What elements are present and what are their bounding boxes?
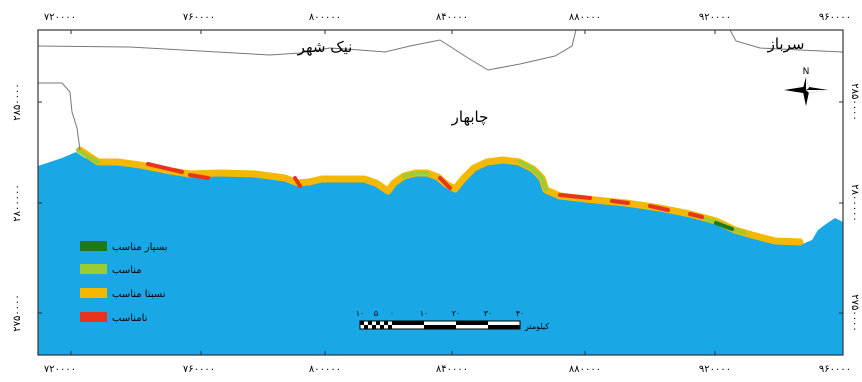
zone-unsuitable xyxy=(558,193,592,200)
x-tick-label: ۹۲۰۰۰۰ xyxy=(699,12,731,23)
zone-moderately-suitable xyxy=(76,146,804,246)
coastal-suitability-band xyxy=(76,146,804,246)
place-label-nikshahr: نیک شهر xyxy=(297,38,353,56)
zone-unsuitable xyxy=(610,199,630,205)
x-tick-label: ۷۶۰۰۰۰ xyxy=(183,12,215,23)
north-arrow-icon: N xyxy=(784,67,828,106)
y-tick-label: ۲۸۵۰۰۰۰ xyxy=(849,83,860,121)
scale-tick-label: ۰ xyxy=(390,309,394,318)
county-border xyxy=(729,29,844,53)
zone-unsuitable xyxy=(438,176,452,190)
x-tick-label: ۸۸۰۰۰۰ xyxy=(569,364,601,375)
x-tick-label: ۷۲۰۰۰۰ xyxy=(44,12,76,23)
y-tick-label: ۲۷۵۰۰۰۰ xyxy=(849,294,860,332)
x-tick-label: ۷۶۰۰۰۰ xyxy=(183,364,215,375)
x-tick-label: ۸۴۰۰۰۰ xyxy=(436,364,468,375)
county-border xyxy=(37,29,577,71)
y-tick-label: ۲۷۵۰۰۰۰ xyxy=(12,294,23,332)
zone-highly-suitable xyxy=(714,221,734,231)
x-tick-label: ۸۰۰۰۰۰ xyxy=(309,364,341,375)
x-tick-label: ۷۲۰۰۰۰ xyxy=(44,364,76,375)
y-tick-label: ۲۸۰۰۰۰۰ xyxy=(12,184,23,222)
legend-swatch-suitable xyxy=(80,264,107,274)
zone-unsuitable xyxy=(146,162,184,174)
legend-label-unsuitable: نامناسب xyxy=(112,313,147,324)
x-axis-bottom: ۷۲۰۰۰۰ ۷۶۰۰۰۰ ۸۰۰۰۰۰ ۸۴۰۰۰۰ ۸۸۰۰۰۰ ۹۲۰۰۰… xyxy=(44,364,851,375)
y-axis-left: ۲۸۵۰۰۰۰ ۲۸۰۰۰۰۰ ۲۷۵۰۰۰۰ xyxy=(12,83,23,332)
x-tick-label: ۹۶۰۰۰۰ xyxy=(819,364,851,375)
legend-label-suitable: مناسب xyxy=(112,265,142,276)
north-arrow-letter: N xyxy=(803,67,810,77)
place-label-sarbaz: سرباز xyxy=(767,35,805,53)
admin-borders xyxy=(37,29,844,151)
x-axis-top: ۷۲۰۰۰۰ ۷۶۰۰۰۰ ۸۰۰۰۰۰ ۸۴۰۰۰۰ ۸۸۰۰۰۰ ۹۲۰۰۰… xyxy=(44,12,851,23)
scale-bar: ۱۰ ۵ ۰ ۱۰ ۲۰ ۳۰ ۴۰ کیلومتر xyxy=(356,309,550,331)
land-area xyxy=(38,30,843,245)
x-tick-label: ۸۰۰۰۰۰ xyxy=(309,12,341,23)
zone-unsuitable xyxy=(648,204,670,212)
zone-suitable xyxy=(518,160,548,192)
scale-tick-label: ۱۰ xyxy=(356,309,365,318)
legend: بسیار مناسب مناسب نسبتا مناسب نامناسب xyxy=(80,241,167,324)
scale-tick-label: ۱۰ xyxy=(420,309,429,318)
y-tick-label: ۲۸۵۰۰۰۰ xyxy=(12,83,23,121)
map-frame xyxy=(37,29,844,356)
x-tick-label: ۸۴۰۰۰۰ xyxy=(436,12,468,23)
y-axis-right: ۲۸۵۰۰۰۰ ۲۸۰۰۰۰۰ ۲۷۵۰۰۰۰ xyxy=(849,83,860,332)
zone-unsuitable xyxy=(688,212,704,219)
map-area xyxy=(38,30,843,355)
scale-tick-label: ۳۰ xyxy=(484,309,493,318)
x-tick-label: ۹۶۰۰۰۰ xyxy=(819,12,851,23)
legend-swatch-highly-suitable xyxy=(80,241,107,251)
county-border xyxy=(38,82,81,151)
legend-label-moderately-suitable: نسبتا مناسب xyxy=(112,289,166,300)
place-label-chabahar: چابهار xyxy=(451,108,489,126)
legend-swatch-unsuitable xyxy=(80,312,107,322)
x-tick-label: ۸۸۰۰۰۰ xyxy=(569,12,601,23)
zone-unsuitable xyxy=(293,176,302,188)
x-tick-label: ۹۲۰۰۰۰ xyxy=(699,364,731,375)
scale-unit-label: کیلومتر xyxy=(524,322,549,331)
scale-tick-label: ۲۰ xyxy=(452,309,461,318)
scale-tick-label: ۵ xyxy=(374,309,378,318)
scale-tick-label: ۴۰ xyxy=(516,309,525,318)
legend-label-highly-suitable: بسیار مناسب xyxy=(112,242,167,253)
legend-swatch-moderately-suitable xyxy=(80,288,107,298)
zone-suitable xyxy=(402,171,429,178)
zone-suitable xyxy=(76,148,100,164)
y-tick-label: ۲۸۰۰۰۰۰ xyxy=(849,184,860,222)
grid-ticks xyxy=(38,30,843,355)
zone-unsuitable xyxy=(188,173,210,180)
